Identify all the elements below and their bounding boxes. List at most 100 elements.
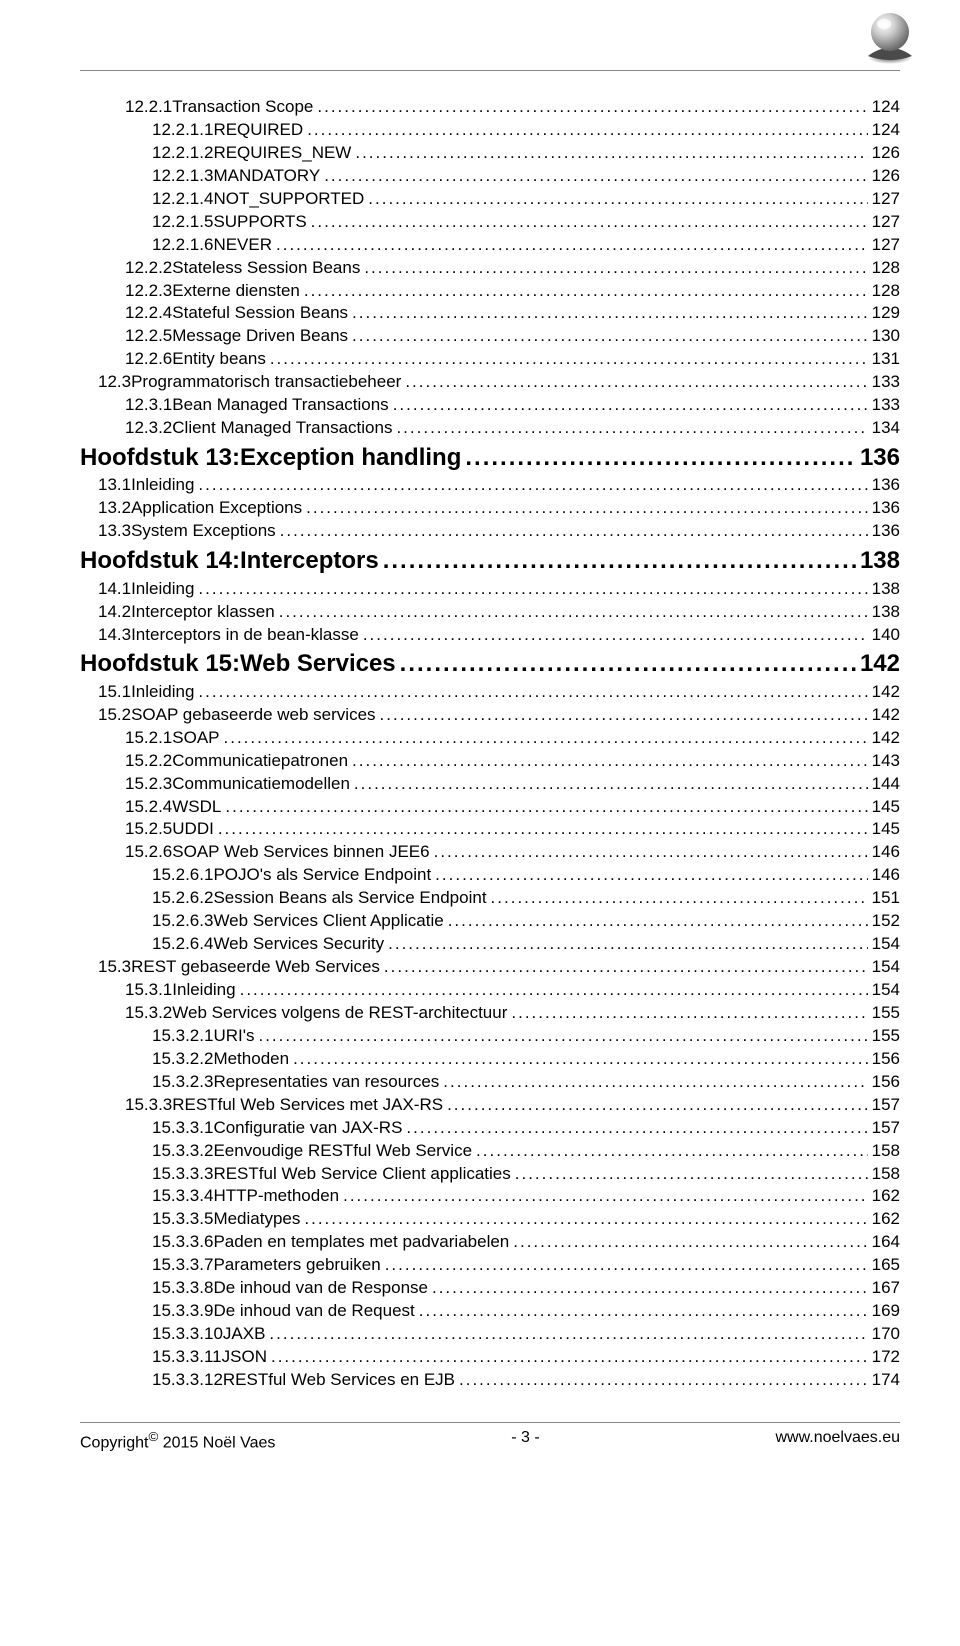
toc-entry: 15.3.3.1Configuratie van JAX-RS157 <box>80 1117 900 1140</box>
toc-page: 124 <box>872 119 900 142</box>
toc-title: 15.3.2.3Representaties van resources <box>152 1071 439 1094</box>
toc-entry: 12.2.4Stateful Session Beans 129 <box>80 302 900 325</box>
toc-leader-dots <box>406 1117 867 1140</box>
toc-title: 15.3.3.9De inhoud van de Request <box>152 1300 415 1323</box>
toc-leader-dots <box>405 371 867 394</box>
toc-title: 12.3.2Client Managed Transactions <box>125 417 392 440</box>
toc-page: 136 <box>872 474 900 497</box>
toc-entry: 15.3.3.6Paden en templates met padvariab… <box>80 1231 900 1254</box>
toc-page: 133 <box>872 371 900 394</box>
page-footer: Copyright© 2015 Noël Vaes - 3 - www.noel… <box>80 1429 900 1452</box>
toc-page: 155 <box>872 1002 900 1025</box>
toc-entry: 15.3.2.1URI's155 <box>80 1025 900 1048</box>
toc-leader-dots <box>511 1002 867 1025</box>
toc-page: 129 <box>872 302 900 325</box>
toc-entry: 15.2.6.1POJO's als Service Endpoint146 <box>80 864 900 887</box>
toc-leader-dots <box>385 1254 868 1277</box>
toc-title: 12.2.1.6NEVER <box>152 234 272 257</box>
toc-title: 15.3.3.2Eenvoudige RESTful Web Service <box>152 1140 472 1163</box>
toc-leader-dots <box>317 96 867 119</box>
toc-page: 155 <box>872 1025 900 1048</box>
toc-title: Hoofdstuk 15:Web Services <box>80 648 396 680</box>
toc-page: 144 <box>872 773 900 796</box>
toc-title: 12.2.1Transaction Scope <box>125 96 313 119</box>
toc-title: 15.3REST gebaseerde Web Services <box>98 956 380 979</box>
toc-page: 138 <box>872 601 900 624</box>
toc-entry: 15.3.2.3Representaties van resources156 <box>80 1071 900 1094</box>
toc-page: 126 <box>872 165 900 188</box>
toc-title: 15.2SOAP gebaseerde web services <box>98 704 376 727</box>
toc-leader-dots <box>355 142 867 165</box>
toc-page: 130 <box>872 325 900 348</box>
toc-leader-dots <box>363 624 868 647</box>
toc-title: 15.2.6SOAP Web Services binnen JEE6 <box>125 841 430 864</box>
toc-leader-dots <box>396 417 867 440</box>
footer-copyright: Copyright© 2015 Noël Vaes <box>80 1429 275 1452</box>
toc-title: 15.3.3.3RESTful Web Service Client appli… <box>152 1163 511 1186</box>
toc-title: 12.2.1.1REQUIRED <box>152 119 303 142</box>
toc-title: 15.3.3.8De inhoud van de Response <box>152 1277 428 1300</box>
toc-entry: 12.2.1.2REQUIRES_NEW126 <box>80 142 900 165</box>
toc-leader-dots <box>198 474 867 497</box>
toc-entry: 12.2.1.3MANDATORY126 <box>80 165 900 188</box>
toc-title: 15.2.6.3Web Services Client Applicatie <box>152 910 444 933</box>
toc-leader-dots <box>224 727 868 750</box>
toc-page: 145 <box>872 818 900 841</box>
toc-page: 158 <box>872 1140 900 1163</box>
toc-leader-dots <box>435 864 867 887</box>
toc-title: 12.2.4Stateful Session Beans <box>125 302 348 325</box>
toc-title: 15.3.3.1Configuratie van JAX-RS <box>152 1117 402 1140</box>
toc-title: 14.3Interceptors in de bean-klasse <box>98 624 359 647</box>
toc-page: 145 <box>872 796 900 819</box>
toc-page: 162 <box>872 1208 900 1231</box>
toc-entry: 12.2.5Message Driven Beans130 <box>80 325 900 348</box>
footer-rule <box>80 1422 900 1423</box>
toc-entry: 15.2.6SOAP Web Services binnen JEE6 146 <box>80 841 900 864</box>
toc-leader-dots <box>276 234 868 257</box>
toc-page: 127 <box>872 188 900 211</box>
toc-leader-dots <box>307 119 867 142</box>
toc-leader-dots <box>443 1071 867 1094</box>
toc-entry: 12.3.2Client Managed Transactions 134 <box>80 417 900 440</box>
toc-leader-dots <box>352 325 868 348</box>
toc-entry: 15.3.2Web Services volgens de REST-archi… <box>80 1002 900 1025</box>
toc-leader-dots <box>447 1094 868 1117</box>
toc-page: 151 <box>872 887 900 910</box>
toc-chapter: Hoofdstuk 13:Exception handling136 <box>80 442 900 474</box>
toc-entry: 13.3System Exceptions136 <box>80 520 900 543</box>
toc-leader-dots <box>304 1208 867 1231</box>
toc-page: 164 <box>872 1231 900 1254</box>
toc-entry: 15.2.3Communicatiemodellen144 <box>80 773 900 796</box>
toc-page: 170 <box>872 1323 900 1346</box>
toc-title: 15.2.5UDDI <box>125 818 214 841</box>
toc-leader-dots <box>258 1025 867 1048</box>
toc-page: 124 <box>872 96 900 119</box>
toc-title: 12.3.1Bean Managed Transactions <box>125 394 389 417</box>
toc-page: 156 <box>872 1048 900 1071</box>
toc-leader-dots <box>293 1048 868 1071</box>
toc-page: 165 <box>872 1254 900 1277</box>
toc-leader-dots <box>388 933 867 956</box>
toc-page: 146 <box>872 841 900 864</box>
toc-leader-dots <box>432 1277 868 1300</box>
toc-leader-dots <box>448 910 868 933</box>
toc-entry: 12.2.1.6NEVER127 <box>80 234 900 257</box>
toc-entry: 14.2Interceptor klassen138 <box>80 601 900 624</box>
toc-leader-dots <box>465 442 856 474</box>
toc-title: 14.1Inleiding <box>98 578 194 601</box>
toc-leader-dots <box>384 956 868 979</box>
toc-entry: 15.2.6.3Web Services Client Applicatie15… <box>80 910 900 933</box>
toc-entry: 15.2.6.2Session Beans als Service Endpoi… <box>80 887 900 910</box>
toc-page: 138 <box>872 578 900 601</box>
toc-leader-dots <box>380 704 868 727</box>
toc-entry: 15.3.3.8De inhoud van de Response167 <box>80 1277 900 1300</box>
toc-entry: 13.1Inleiding136 <box>80 474 900 497</box>
toc-page: 140 <box>872 624 900 647</box>
toc-page: 136 <box>872 497 900 520</box>
toc-entry: 15.3.1Inleiding154 <box>80 979 900 1002</box>
toc-page: 134 <box>872 417 900 440</box>
toc-title: 15.3.3.4HTTP-methoden <box>152 1185 339 1208</box>
toc-entry: 15.2.4WSDL145 <box>80 796 900 819</box>
toc-title: 15.2.6.1POJO's als Service Endpoint <box>152 864 431 887</box>
toc-entry: 12.2.6Entity beans131 <box>80 348 900 371</box>
